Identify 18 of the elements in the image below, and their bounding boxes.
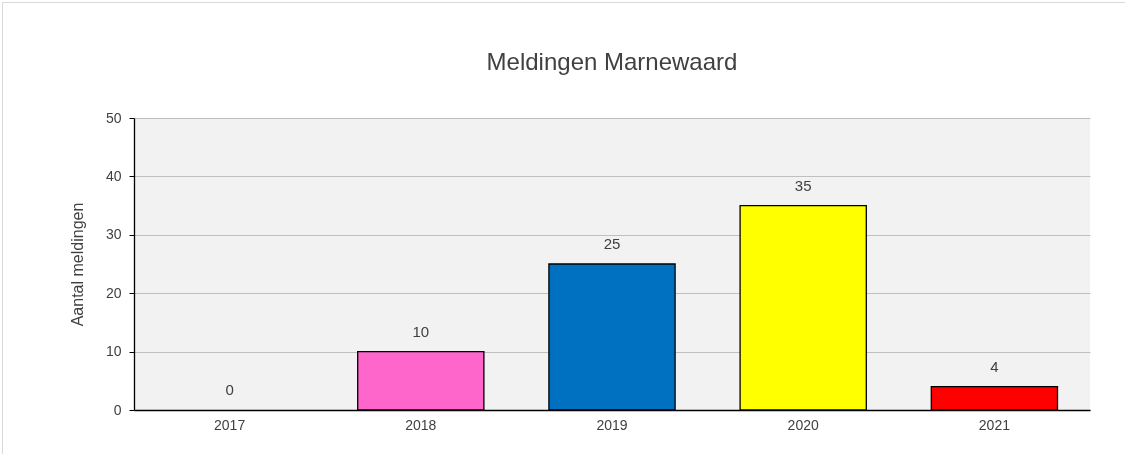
data-label: 10 xyxy=(412,322,430,340)
y-tick-label: 10 xyxy=(105,343,122,360)
data-label: 0 xyxy=(225,381,234,398)
x-tick-label: 2019 xyxy=(596,416,628,433)
y-tick-label: 40 xyxy=(105,167,122,184)
y-tick-label: 0 xyxy=(113,401,122,418)
data-label: 35 xyxy=(794,176,812,194)
x-tick-label: 2020 xyxy=(787,416,819,433)
y-tick-label: 30 xyxy=(105,226,122,243)
y-axis-title: Aantal meldingen xyxy=(68,202,86,327)
data-label: 4 xyxy=(990,357,999,375)
y-tick-label: 20 xyxy=(105,284,122,301)
data-label: 25 xyxy=(603,235,621,252)
y-tick-label: 50 xyxy=(105,109,122,126)
x-tick-label: 2018 xyxy=(405,416,437,433)
chart-title: Meldingen Marnewaard xyxy=(486,48,738,75)
x-tick-label: 2021 xyxy=(978,416,1011,433)
x-tick-label: 2017 xyxy=(214,416,246,433)
